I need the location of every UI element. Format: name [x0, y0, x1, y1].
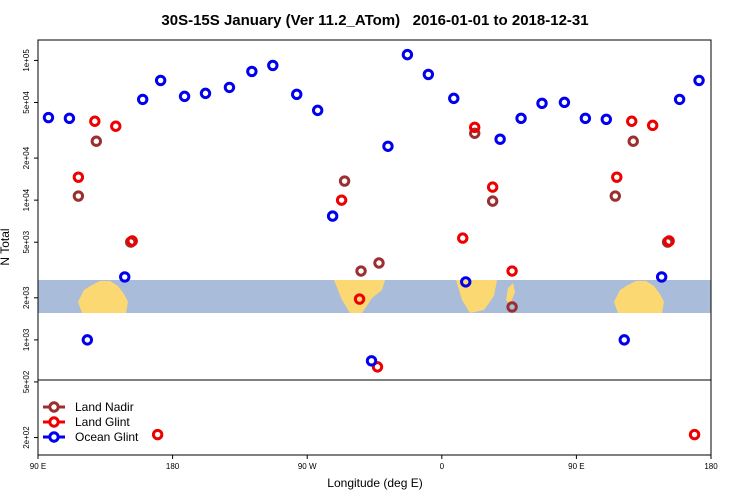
data-point	[81, 334, 94, 346]
y-tick-label: 1e+05	[22, 49, 31, 72]
legend-label: Ocean Glint	[75, 430, 139, 444]
legend-label: Land Nadir	[75, 400, 134, 414]
data-point	[110, 120, 122, 132]
data-point	[223, 81, 236, 94]
plot-frame	[37, 39, 712, 456]
legend-label: Land Glint	[75, 415, 130, 429]
data-point	[536, 97, 548, 110]
data-point	[373, 257, 385, 269]
data-point	[355, 265, 367, 277]
x-tick-label: 180	[166, 462, 180, 471]
data-point	[627, 135, 639, 147]
x-tick-label: 90 W	[298, 462, 317, 471]
land	[456, 280, 497, 313]
data-point	[90, 135, 103, 147]
y-tick-label: 1e+03	[22, 328, 31, 351]
data-point	[646, 119, 659, 132]
data-point	[72, 171, 85, 183]
y-axis-label: N Total	[0, 228, 12, 265]
data-point	[618, 334, 630, 346]
data-point	[486, 195, 499, 207]
data-point	[401, 48, 414, 61]
data-point	[154, 74, 167, 87]
data-point	[457, 232, 469, 244]
data-point	[42, 111, 55, 124]
data-point	[199, 87, 212, 100]
data-point	[178, 90, 191, 103]
data-point	[609, 190, 621, 202]
land	[614, 281, 664, 313]
data-point	[151, 428, 164, 441]
data-point	[246, 65, 258, 78]
data-point	[515, 112, 527, 125]
data-point	[506, 301, 518, 313]
x-tick-label: 90 E	[30, 462, 46, 471]
data-point	[688, 428, 701, 441]
data-point	[326, 210, 339, 222]
x-tick-label: 0	[440, 462, 445, 471]
map-band	[38, 280, 711, 313]
y-tick-label: 2e+03	[22, 286, 31, 309]
legend-marker	[48, 401, 60, 413]
x-axis-label: Longitude (deg E)	[327, 476, 422, 490]
data-point	[353, 293, 366, 305]
data-point	[126, 235, 138, 247]
data-point	[600, 113, 613, 125]
data-point	[119, 271, 131, 283]
data-point	[89, 115, 101, 127]
legend-marker	[48, 416, 60, 428]
data-point	[693, 74, 705, 87]
data-point	[494, 133, 506, 145]
data-point	[136, 93, 149, 106]
data-point	[673, 93, 686, 106]
data-point	[448, 92, 460, 105]
data-point	[558, 96, 571, 109]
x-tick-label: 180	[704, 462, 718, 471]
data-point	[486, 181, 499, 193]
y-tick-label: 1e+04	[22, 188, 31, 211]
land	[506, 283, 515, 305]
land	[334, 280, 385, 313]
y-tick-label: 5e+03	[22, 230, 31, 253]
data-point	[267, 59, 279, 72]
x-tick-label: 90 E	[568, 462, 584, 471]
data-point	[663, 235, 675, 247]
y-tick-label: 2e+04	[22, 146, 31, 169]
legend-marker	[48, 431, 60, 443]
data-point	[72, 190, 85, 202]
data-point	[469, 121, 481, 134]
y-tick-label: 5e+02	[22, 370, 31, 393]
data-point	[469, 127, 481, 139]
data-point	[422, 68, 435, 81]
data-point	[311, 104, 324, 117]
data-point	[460, 276, 472, 288]
data-point	[371, 361, 384, 373]
data-point	[655, 271, 668, 283]
y-tick-label: 2e+02	[22, 426, 31, 449]
data-point	[611, 171, 623, 183]
y-tick-label: 5e+04	[22, 91, 31, 114]
chart-title: 30S-15S January (Ver 11.2_ATom) 2016-01-…	[161, 12, 588, 29]
data-point	[382, 140, 394, 152]
data-point	[626, 115, 638, 127]
data-point	[506, 265, 518, 277]
land	[78, 281, 128, 313]
data-point	[365, 355, 378, 367]
data-point	[579, 112, 592, 125]
data-point	[291, 88, 303, 101]
data-point	[63, 112, 76, 125]
data-point	[338, 175, 351, 187]
data-point	[335, 194, 348, 206]
